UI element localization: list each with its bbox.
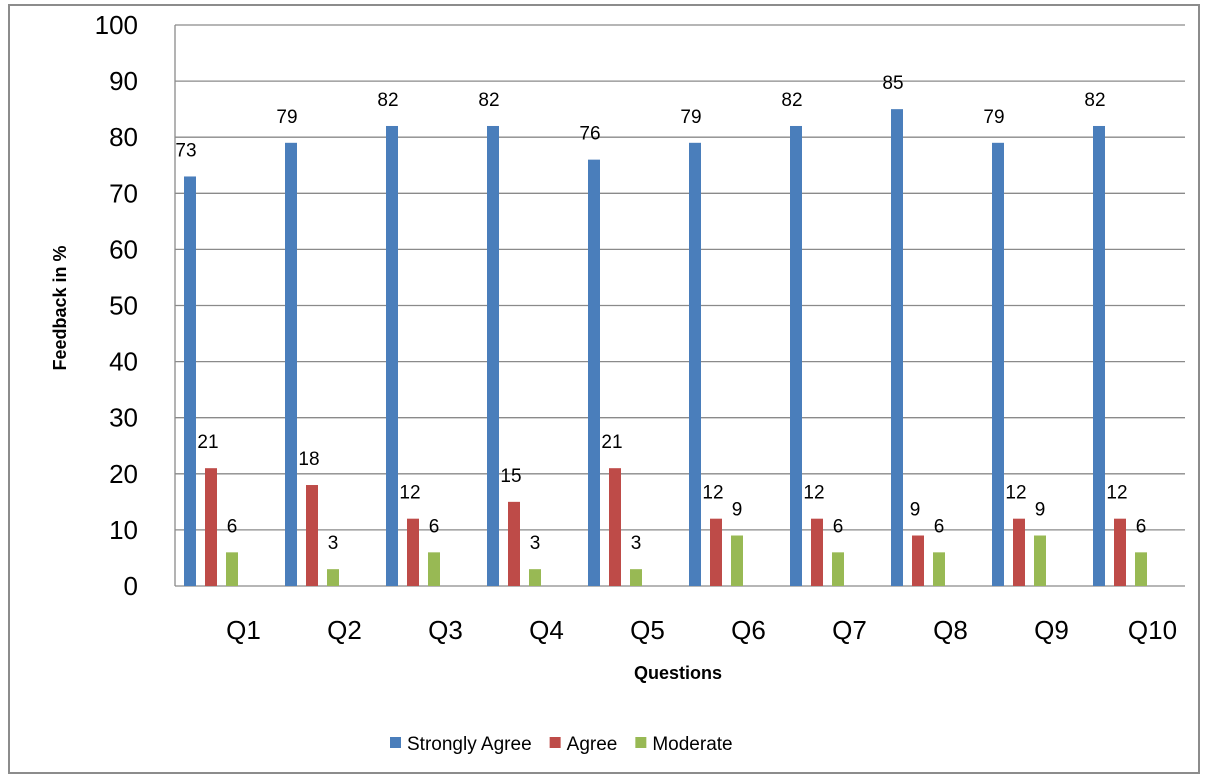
y-tick-label: 50: [109, 291, 138, 321]
legend-swatch: [549, 737, 561, 748]
bar-strongly-agree: [1093, 125, 1105, 586]
bar-strongly-agree: [386, 125, 398, 586]
x-tick-label: Q5: [630, 615, 665, 645]
data-label: 82: [478, 90, 499, 111]
data-label: 85: [882, 73, 903, 94]
data-label: 3: [530, 533, 541, 554]
y-tick-label: 60: [109, 234, 138, 264]
bar-strongly-agree: [588, 159, 600, 586]
bar-strongly-agree: [285, 142, 297, 586]
y-tick-label: 20: [109, 459, 138, 489]
bar-strongly-agree: [992, 142, 1004, 586]
legend: Strongly Agree Agree Moderate: [390, 734, 733, 755]
legend-label: Strongly Agree: [407, 734, 532, 755]
bar-moderate: [933, 552, 945, 586]
bar-agree: [609, 468, 621, 586]
bar-moderate: [1135, 552, 1147, 586]
y-axis-ticks: 0 10 20 30 40 50 60 70 80 90 100: [95, 10, 138, 601]
y-tick-label: 40: [109, 347, 138, 377]
data-label: 6: [1136, 516, 1147, 537]
legend-swatch: [635, 737, 647, 748]
bars: [184, 109, 1147, 587]
data-label: 12: [803, 483, 824, 504]
bar-strongly-agree: [487, 125, 499, 586]
bar-moderate: [630, 569, 642, 586]
bar-moderate: [529, 569, 541, 586]
bar-agree: [306, 485, 318, 586]
bar-strongly-agree: [184, 176, 196, 586]
x-tick-label: Q4: [529, 615, 564, 645]
data-label: 9: [1035, 500, 1046, 521]
x-tick-label: Q8: [933, 615, 968, 645]
x-tick-label: Q6: [731, 615, 766, 645]
x-tick-label: Q1: [226, 615, 261, 645]
bar-agree: [1114, 518, 1126, 586]
y-axis-title: Feedback in %: [50, 245, 70, 370]
data-label: 76: [579, 124, 600, 145]
data-label: 82: [1084, 90, 1105, 111]
bar-moderate: [327, 569, 339, 586]
bar-moderate: [1034, 535, 1046, 586]
x-tick-label: Q9: [1034, 615, 1069, 645]
data-label: 73: [175, 140, 196, 161]
data-label: 9: [910, 500, 921, 521]
x-tick-label: Q2: [327, 615, 362, 645]
bar-moderate: [428, 552, 440, 586]
data-label: 79: [983, 107, 1004, 128]
bar-agree: [912, 535, 924, 586]
bar-moderate: [731, 535, 743, 586]
x-axis-ticks: Q1 Q2 Q3 Q4 Q5 Q6 Q7 Q8 Q9 Q10: [226, 615, 1177, 645]
data-label: 3: [328, 533, 339, 554]
data-label: 3: [631, 533, 642, 554]
data-label: 12: [399, 483, 420, 504]
data-label: 12: [1005, 483, 1026, 504]
data-label: 21: [601, 432, 622, 453]
y-tick-label: 70: [109, 178, 138, 208]
legend-swatch: [390, 737, 401, 748]
bar-moderate: [832, 552, 844, 586]
data-label: 12: [702, 483, 723, 504]
bar-strongly-agree: [891, 109, 903, 587]
data-label: 21: [197, 432, 218, 453]
legend-label: Agree: [567, 734, 618, 755]
y-tick-label: 100: [95, 10, 138, 40]
bar-agree: [811, 518, 823, 586]
y-tick-label: 0: [124, 571, 138, 601]
data-label: 12: [1106, 483, 1127, 504]
x-tick-label: Q10: [1128, 615, 1177, 645]
data-label: 79: [680, 107, 701, 128]
data-labels: 7321679183821268215376213791298212685967…: [175, 73, 1146, 554]
x-tick-label: Q3: [428, 615, 463, 645]
y-tick-label: 30: [109, 403, 138, 433]
bar-agree: [407, 518, 419, 586]
x-tick-label: Q7: [832, 615, 867, 645]
data-label: 6: [227, 516, 238, 537]
data-label: 6: [429, 516, 440, 537]
data-label: 6: [833, 516, 844, 537]
y-tick-label: 90: [109, 66, 138, 96]
data-label: 9: [732, 500, 743, 521]
data-label: 79: [276, 107, 297, 128]
legend-label: Moderate: [652, 734, 732, 755]
data-label: 6: [934, 516, 945, 537]
bar-strongly-agree: [790, 125, 802, 586]
y-tick-label: 80: [109, 122, 138, 152]
data-label: 82: [377, 90, 398, 111]
bar-agree: [710, 518, 722, 586]
bar-moderate: [226, 552, 238, 586]
y-tick-label: 10: [109, 515, 138, 545]
bar-agree: [508, 501, 520, 586]
bar-agree: [205, 468, 217, 586]
data-label: 18: [298, 449, 319, 470]
x-axis-title: Questions: [634, 663, 722, 683]
data-label: 15: [500, 466, 521, 487]
data-label: 82: [781, 90, 802, 111]
bar-agree: [1013, 518, 1025, 586]
bar-strongly-agree: [689, 142, 701, 586]
